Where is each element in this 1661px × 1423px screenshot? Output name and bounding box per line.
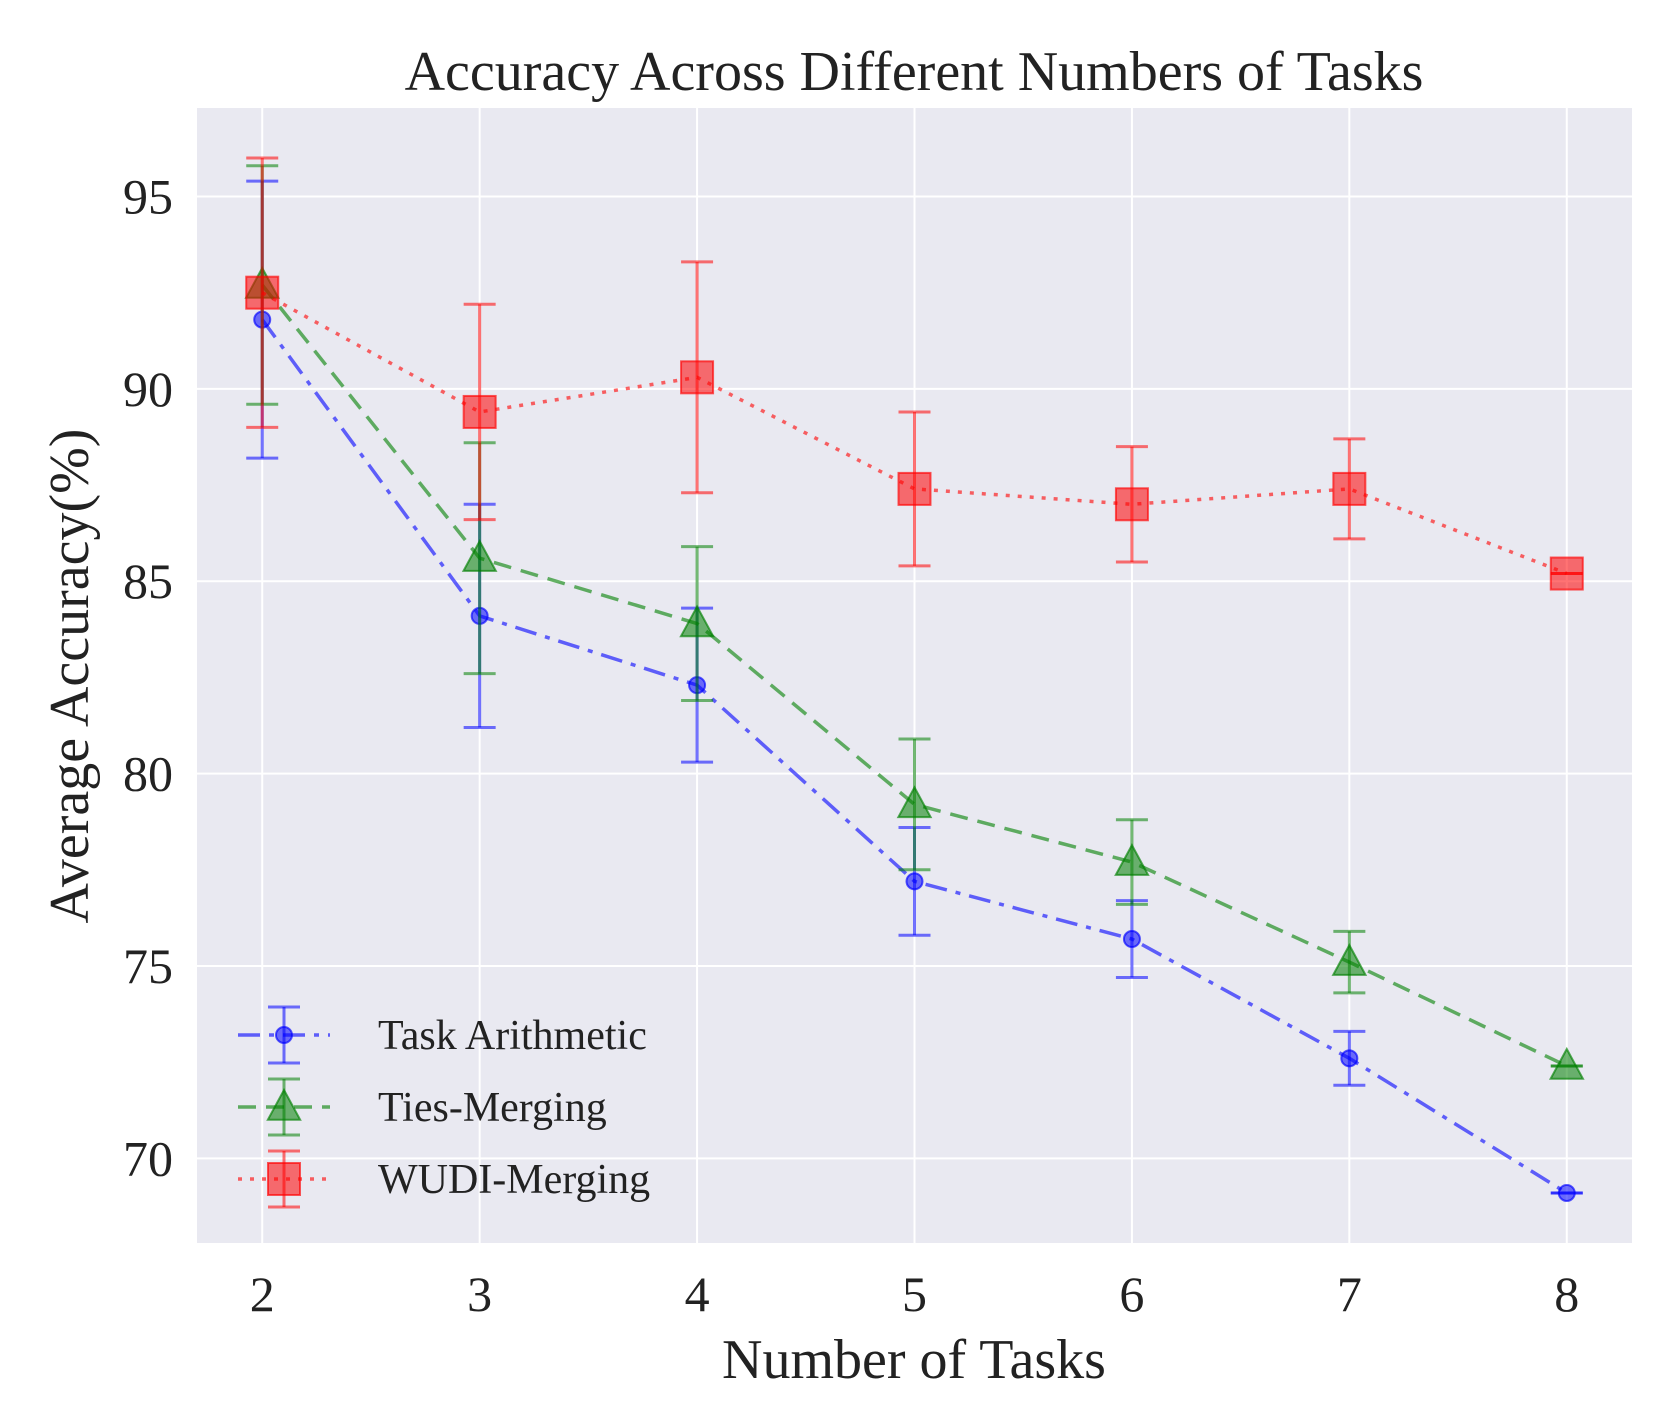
legend-label: Task Arithmetic xyxy=(378,1013,647,1059)
data-point xyxy=(1557,1183,1576,1202)
x-tick-label: 3 xyxy=(467,1266,492,1322)
data-point xyxy=(905,872,924,891)
data-point xyxy=(1340,1049,1359,1068)
x-tick-label: 2 xyxy=(250,1266,275,1322)
legend-marker xyxy=(266,1087,302,1121)
y-tick-label: 85 xyxy=(123,553,173,609)
legend-item: Task Arithmetic xyxy=(238,1005,647,1065)
legend-item: WUDI-Merging xyxy=(238,1149,650,1209)
y-tick-label: 95 xyxy=(123,168,173,224)
data-point xyxy=(1332,471,1367,506)
data-point xyxy=(680,360,715,395)
data-point xyxy=(462,394,497,429)
y-tick-label: 75 xyxy=(123,938,173,994)
data-point xyxy=(897,471,932,506)
x-tick-label: 4 xyxy=(685,1266,710,1322)
legend-marker xyxy=(275,1026,293,1044)
data-point xyxy=(1548,1046,1585,1080)
legend-label: Ties-Merging xyxy=(378,1085,607,1131)
y-tick-label: 90 xyxy=(123,361,173,417)
x-tick-label: 6 xyxy=(1119,1266,1144,1322)
legend: Task Arithmetic Ties-Merging WUDI-Merging xyxy=(238,1005,650,1209)
data-point xyxy=(1549,556,1584,591)
data-point xyxy=(1114,843,1150,876)
chart-title: Accuracy Across Different Numbers of Tas… xyxy=(405,41,1424,103)
tick-labels: 2 3 4 5 6 7 8 70 75 80 85 90 95 xyxy=(123,168,1579,1322)
y-axis-label: Average Accuracy(%) xyxy=(39,429,101,924)
data-point xyxy=(1331,943,1368,976)
data-point xyxy=(679,604,715,638)
data-point xyxy=(1122,930,1141,949)
data-point xyxy=(461,539,498,572)
x-axis-label: Number of Tasks xyxy=(722,1329,1106,1391)
series-layer xyxy=(244,156,1585,1202)
y-tick-label: 70 xyxy=(123,1130,173,1186)
x-tick-label: 8 xyxy=(1554,1266,1579,1322)
legend-item: Ties-Merging xyxy=(238,1077,607,1137)
data-point xyxy=(896,785,933,819)
data-point xyxy=(245,275,280,310)
x-tick-label: 7 xyxy=(1337,1266,1362,1322)
x-tick-label: 5 xyxy=(902,1266,927,1322)
legend-marker xyxy=(267,1162,301,1196)
y-tick-label: 80 xyxy=(123,746,173,802)
legend-label: WUDI-Merging xyxy=(378,1157,650,1203)
data-point xyxy=(1114,487,1149,522)
series-wudi-merging xyxy=(245,156,1584,591)
